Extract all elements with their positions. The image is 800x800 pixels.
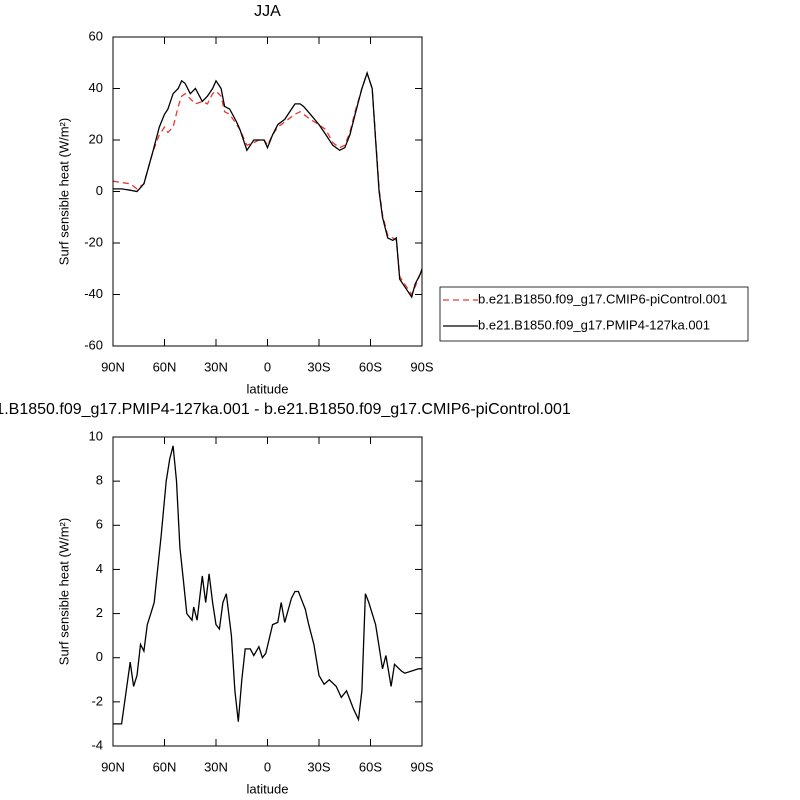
x-tick-label: 60S [359,359,382,374]
chart-title: JJA [254,3,281,20]
y-axis-label: Surf sensible heat (W/m²) [56,518,71,665]
y-tick-label: 40 [89,80,103,95]
x-tick-label: 0 [264,359,271,374]
y-tick-label: 8 [96,473,103,488]
x-tick-label: 90S [410,359,433,374]
y-tick-label: 0 [96,183,103,198]
x-tick-label: 30S [307,759,330,774]
x-tick-label: 0 [264,759,271,774]
x-tick-label: 30N [204,359,228,374]
y-tick-label: -2 [91,693,103,708]
x-axis-label: latitude [247,381,289,396]
y-tick-label: 0 [96,649,103,664]
data-line [112,71,423,296]
y-axis-label: Surf sensible heat (W/m²) [56,118,71,265]
x-tick-label: 30S [307,359,330,374]
legend-label: b.e21.B1850.f09_g17.CMIP6-piControl.001 [478,291,727,306]
y-tick-label: -4 [91,737,103,752]
y-tick-label: -40 [84,286,103,301]
x-tick-label: 60N [153,759,177,774]
plot-frame [112,436,423,747]
y-tick-label: 60 [89,28,103,43]
x-tick-label: 60N [153,359,177,374]
y-tick-label: 20 [89,131,103,146]
legend-label: b.e21.B1850.f09_g17.PMIP4-127ka.001 [478,317,710,332]
chart-title: b.e21.B1850.f09_g17.PMIP4-127ka.001 - b.… [0,401,571,418]
y-tick-label: 6 [96,517,103,532]
y-tick-label: -20 [84,234,103,249]
data-line [113,445,422,725]
x-tick-label: 60S [359,759,382,774]
plot-frame [112,36,423,347]
x-axis-label: latitude [247,781,289,796]
y-tick-label: 2 [96,605,103,620]
y-tick-label: -60 [84,337,103,352]
x-tick-label: 30N [204,759,228,774]
x-tick-label: 90S [410,759,433,774]
legend-box [439,286,749,342]
y-tick-label: 4 [96,561,103,576]
x-tick-label: 90N [101,359,125,374]
data-line [113,71,423,299]
y-tick-label: 10 [89,428,103,443]
x-tick-label: 90N [101,759,125,774]
